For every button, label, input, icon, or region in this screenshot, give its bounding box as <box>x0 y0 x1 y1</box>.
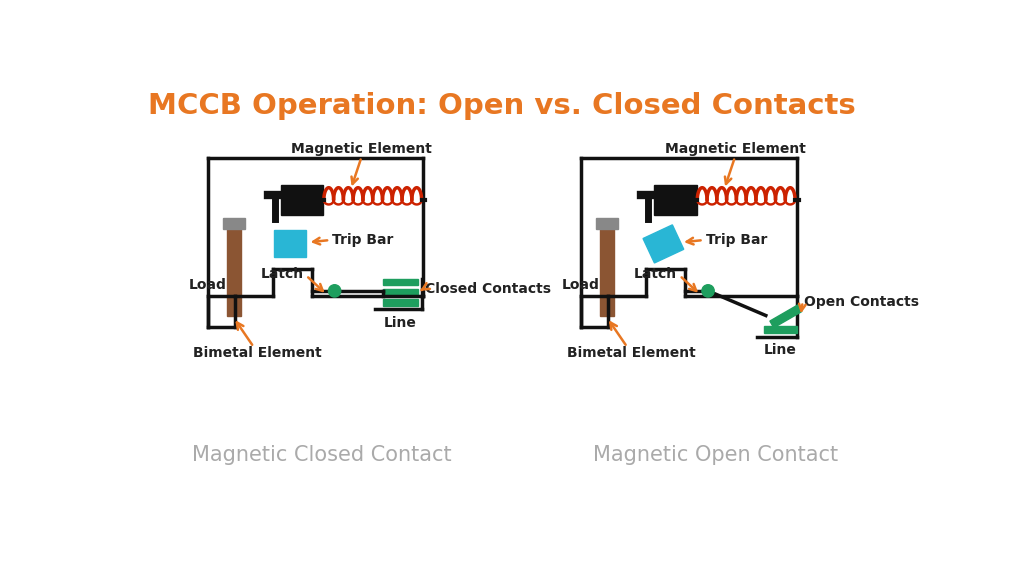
Text: Line: Line <box>384 316 417 329</box>
Text: MCCB Operation: Open vs. Closed Contacts: MCCB Operation: Open vs. Closed Contacts <box>147 92 855 120</box>
Text: Line: Line <box>764 343 797 357</box>
Text: Load: Load <box>188 278 226 291</box>
Bar <box>643 225 684 263</box>
Bar <box>281 185 323 215</box>
Text: Bimetal Element: Bimetal Element <box>194 346 322 361</box>
Circle shape <box>329 285 341 297</box>
Text: Open Contacts: Open Contacts <box>804 295 920 309</box>
Bar <box>770 305 802 328</box>
Bar <box>654 185 696 215</box>
Text: Magnetic Open Contact: Magnetic Open Contact <box>593 445 839 465</box>
Text: Magnetic Closed Contact: Magnetic Closed Contact <box>191 445 452 465</box>
Circle shape <box>701 285 714 297</box>
Text: Trip Bar: Trip Bar <box>333 233 393 247</box>
Bar <box>383 300 418 305</box>
Bar <box>223 218 245 229</box>
Bar <box>600 227 614 316</box>
Bar <box>383 289 418 295</box>
Bar <box>596 218 617 229</box>
Text: Magnetic Element: Magnetic Element <box>291 142 432 156</box>
Text: Latch: Latch <box>634 267 677 281</box>
Bar <box>764 325 797 334</box>
Bar <box>273 230 306 257</box>
Text: Latch: Latch <box>261 267 304 281</box>
Text: Magnetic Element: Magnetic Element <box>665 142 806 156</box>
Text: Bimetal Element: Bimetal Element <box>566 346 695 361</box>
Bar <box>226 227 241 316</box>
Bar <box>383 279 418 286</box>
Text: Trip Bar: Trip Bar <box>706 233 767 247</box>
Text: Closed Contacts: Closed Contacts <box>425 282 552 295</box>
Text: Load: Load <box>562 278 600 291</box>
